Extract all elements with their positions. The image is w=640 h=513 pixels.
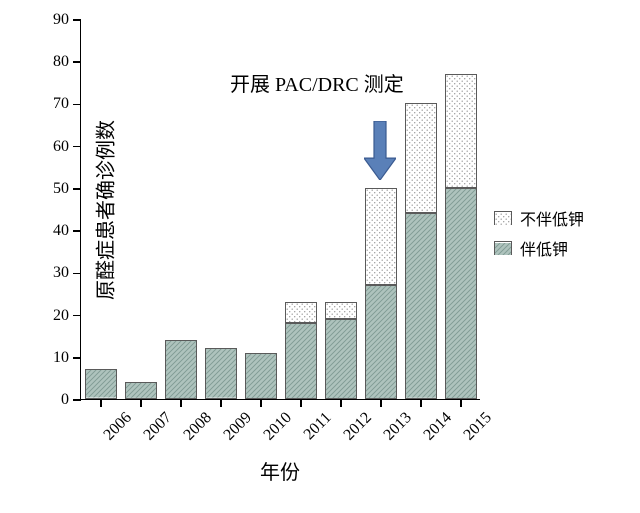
bar-segment-with_low_k xyxy=(365,285,397,399)
legend-label: 伴低钾 xyxy=(520,236,568,260)
x-tick-label: 2013 xyxy=(380,409,415,444)
bar-segment-with_low_k xyxy=(245,353,277,399)
y-tick-label: 90 xyxy=(53,11,81,29)
legend-swatch-icon xyxy=(494,211,512,225)
bar-segment-with_low_k xyxy=(405,213,437,399)
x-tick xyxy=(460,399,462,407)
x-tick xyxy=(260,399,262,407)
x-tick xyxy=(300,399,302,407)
y-tick-label: 80 xyxy=(53,53,81,71)
x-tick xyxy=(340,399,342,407)
y-tick-label: 70 xyxy=(53,95,81,113)
bar-segment-without_low_k xyxy=(325,302,357,319)
annotation-arrow-icon xyxy=(364,121,396,180)
bar-segment-with_low_k xyxy=(285,323,317,399)
x-tick xyxy=(380,399,382,407)
bar-segment-without_low_k xyxy=(285,302,317,323)
x-tick xyxy=(140,399,142,407)
x-tick-label: 2012 xyxy=(340,409,375,444)
y-tick-label: 40 xyxy=(53,222,81,240)
y-tick-label: 0 xyxy=(61,391,81,409)
y-tick-label: 50 xyxy=(53,180,81,198)
legend: 不伴低钾伴低钾 xyxy=(494,200,584,266)
bar-segment-with_low_k xyxy=(205,348,237,399)
x-tick xyxy=(180,399,182,407)
bar-segment-without_low_k xyxy=(365,188,397,285)
bar-segment-with_low_k xyxy=(445,188,477,399)
legend-swatch-icon xyxy=(494,241,512,255)
y-tick-label: 10 xyxy=(53,349,81,367)
x-tick xyxy=(100,399,102,407)
bar-segment-without_low_k xyxy=(445,74,477,188)
y-tick-label: 60 xyxy=(53,138,81,156)
annotation-text: 开展 PAC/DRC 测定 xyxy=(230,68,404,97)
y-tick-label: 20 xyxy=(53,307,81,325)
bar-segment-without_low_k xyxy=(405,103,437,213)
x-tick-label: 2007 xyxy=(140,409,175,444)
legend-item: 伴低钾 xyxy=(494,236,584,260)
legend-label: 不伴低钾 xyxy=(520,206,584,230)
x-tick-label: 2008 xyxy=(180,409,215,444)
bar-segment-with_low_k xyxy=(325,319,357,399)
x-tick-label: 2014 xyxy=(420,409,455,444)
x-tick-label: 2010 xyxy=(260,409,295,444)
legend-item: 不伴低钾 xyxy=(494,206,584,230)
x-tick-label: 2006 xyxy=(100,409,135,444)
y-tick-label: 30 xyxy=(53,264,81,282)
x-tick-label: 2009 xyxy=(220,409,255,444)
x-tick xyxy=(420,399,422,407)
bar-chart: 原醛症患者确诊例数 年份 010203040506070809020062007… xyxy=(0,0,640,513)
x-tick xyxy=(220,399,222,407)
x-tick-label: 2015 xyxy=(460,409,495,444)
x-tick-label: 2011 xyxy=(300,409,335,444)
bar-segment-with_low_k xyxy=(85,369,117,399)
bar-segment-with_low_k xyxy=(165,340,197,399)
x-axis-title: 年份 xyxy=(260,456,300,485)
bar-segment-with_low_k xyxy=(125,382,157,399)
